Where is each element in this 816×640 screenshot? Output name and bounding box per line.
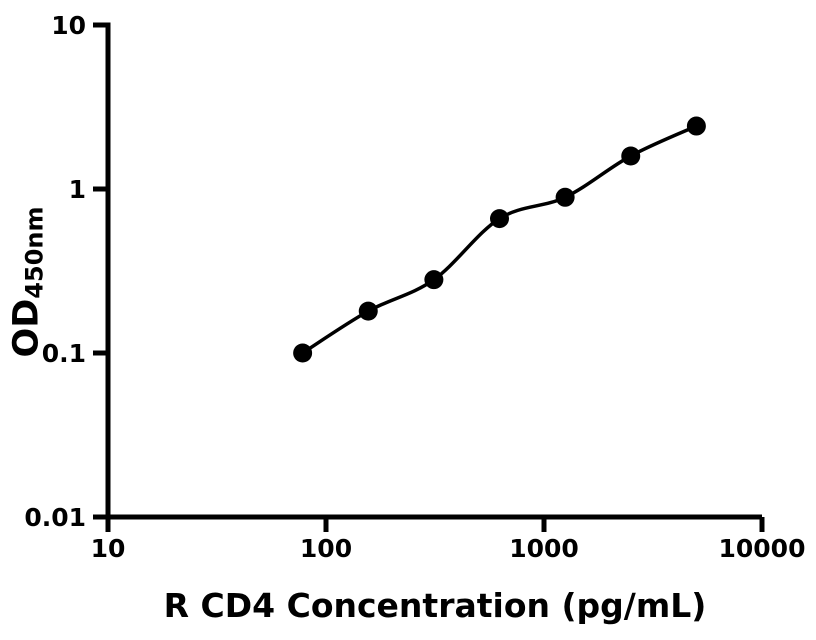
y-tick-label: 0.1 — [42, 339, 86, 368]
x-tick-label: 10 — [91, 534, 126, 563]
x-axis-title: R CD4 Concentration (pg/mL) — [163, 586, 707, 625]
y-axis-title-subscript: 450nm — [20, 206, 49, 299]
x-tick-label: 100 — [300, 534, 352, 563]
data-point-marker — [686, 116, 706, 136]
y-axis-title: OD450nm — [6, 206, 49, 358]
y-tick-label: 10 — [51, 11, 86, 40]
x-tick-label: 10000 — [719, 534, 806, 563]
data-point-marker — [621, 146, 641, 166]
y-tick-label: 1 — [69, 175, 86, 204]
y-axis-title-main: OD — [6, 298, 47, 358]
x-tick-label: 1000 — [509, 534, 579, 563]
data-point-marker — [490, 209, 510, 229]
y-tick-label: 0.01 — [24, 503, 86, 532]
data-point-marker — [424, 270, 444, 290]
axis-spines — [93, 22, 762, 520]
data-point-marker — [358, 301, 378, 321]
data-point-marker — [293, 343, 313, 363]
data-point-marker — [555, 187, 575, 207]
